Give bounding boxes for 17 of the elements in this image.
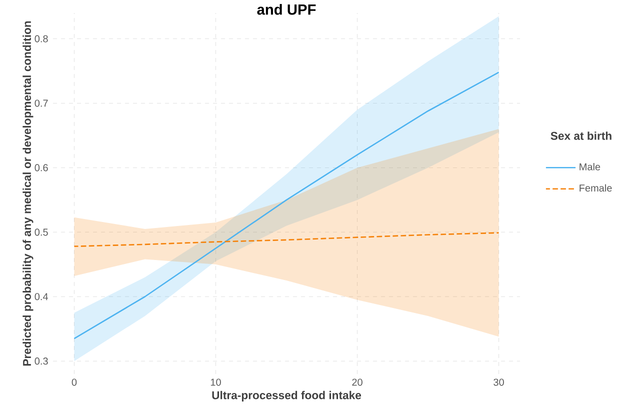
y-tick-label: 0.6	[34, 164, 48, 172]
x-tick-label: 20	[352, 378, 362, 386]
y-axis-title: Predicted probability of any medical or developmental condition	[22, 21, 34, 366]
legend-label: Male	[580, 163, 600, 170]
y-tick-label: 0.4	[34, 293, 48, 300]
x-tick-label: 30	[494, 378, 504, 386]
legend-label: Female	[580, 184, 612, 192]
line-series	[74, 232, 500, 248]
y-tick-label: 0.5	[34, 228, 48, 236]
y-tick-label: 0.7	[34, 100, 48, 107]
x-tick-label: 10	[210, 378, 221, 386]
chart-title: and UPF	[257, 4, 316, 15]
x-tick-label: 0	[72, 378, 77, 386]
x-axis-title: Ultra-processed food intake	[212, 390, 362, 402]
legend-title: Sex at birth	[550, 132, 612, 140]
y-tick-label: 0.3	[34, 358, 48, 365]
y-tick-label: 0.8	[34, 35, 48, 42]
